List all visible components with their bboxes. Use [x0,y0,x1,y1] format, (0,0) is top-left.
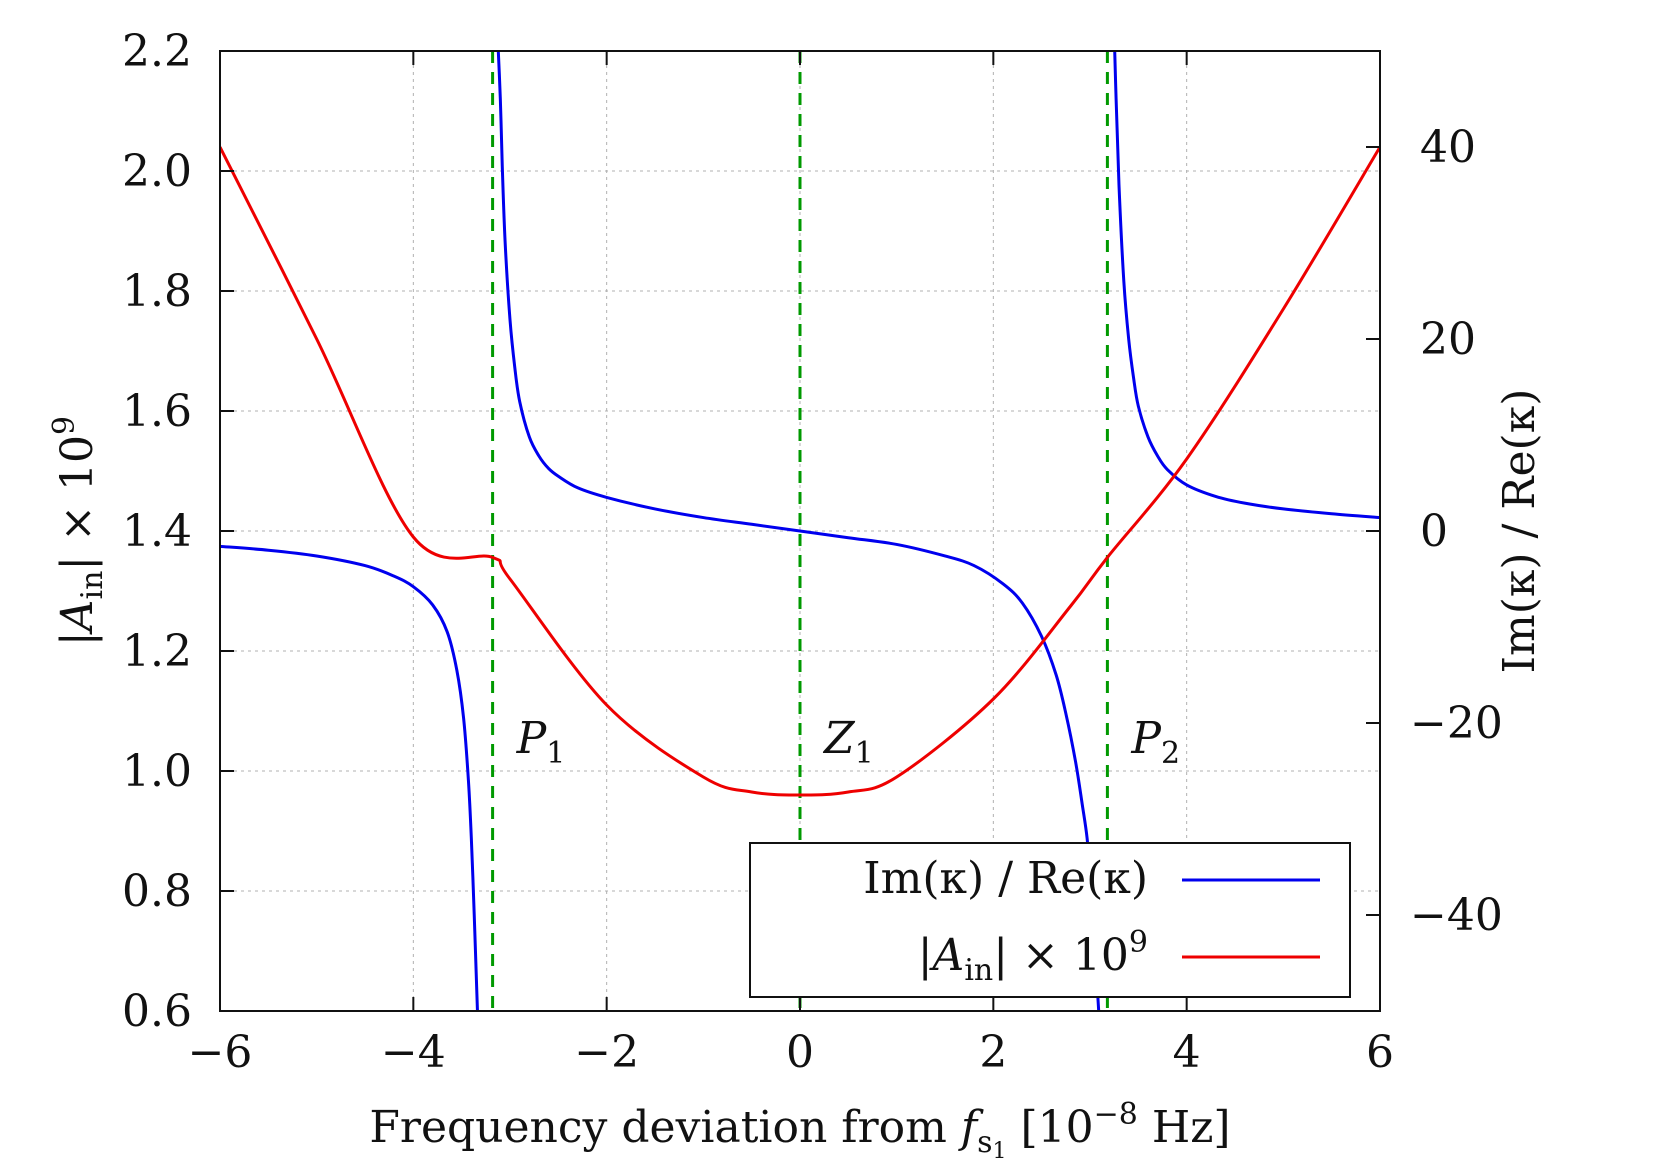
x-tick-label: 6 [1366,1027,1394,1078]
marker-label: P2 [1130,713,1180,771]
marker-label: P1 [516,713,566,771]
x-tick-label: 4 [1173,1027,1201,1078]
marker-label: Z1 [822,713,874,771]
series-line-im-kappa [496,51,1101,1011]
legend: Im(κ) / Re(κ) |Ain| × 109 [749,842,1351,998]
x-axis-title: Frequency deviation from fs1 [10−8 Hz] [369,1097,1230,1163]
y-right-tick-label: −20 [1410,698,1503,749]
tick-marks [219,50,1381,1012]
y-left-tick-label: 1.2 [122,626,192,677]
x-tick-label: 0 [786,1027,814,1078]
x-tick-label: 2 [979,1027,1007,1078]
y-left-tick-label: 0.8 [122,866,192,917]
y-left-tick-label: 1.6 [122,386,192,437]
legend-label-im-kappa: Im(κ) / Re(κ) [863,853,1148,904]
y-left-tick-label: 2.2 [122,26,192,77]
y-right-tick-label: −40 [1410,890,1503,941]
tick-labels: −6 −4 −2 0 2 4 60.60.81.01.21.41.61.82.02.2−40… [122,26,1503,1078]
y-left-tick-label: 2.0 [122,146,192,197]
series-line-a-in [220,146,1380,797]
x-tick-label: −4 [381,1027,446,1078]
series-line-im-kappa [1113,51,1380,520]
y-right-tick-label: 40 [1420,122,1476,173]
y-left-tick-label: 1.4 [122,506,192,557]
y-right-tick-label: 20 [1420,314,1476,365]
y-axis-left-title: |Ain| × 109 [47,416,110,646]
x-tick-label: −6 [188,1027,253,1078]
y-left-tick-label: 1.8 [122,266,192,317]
y-axis-right-title: Im(κ) / Re(κ) [1494,389,1545,674]
legend-label-a-in: |Ain| × 109 [918,925,1148,988]
y-left-tick-label: 1.0 [122,746,192,797]
y-right-tick-label: 0 [1420,506,1448,557]
x-tick-label: −2 [574,1027,639,1078]
series-line-im-kappa [220,544,479,1011]
y-left-tick-label: 0.6 [122,986,192,1037]
legend-box [749,842,1351,998]
series-lines [220,51,1380,1011]
